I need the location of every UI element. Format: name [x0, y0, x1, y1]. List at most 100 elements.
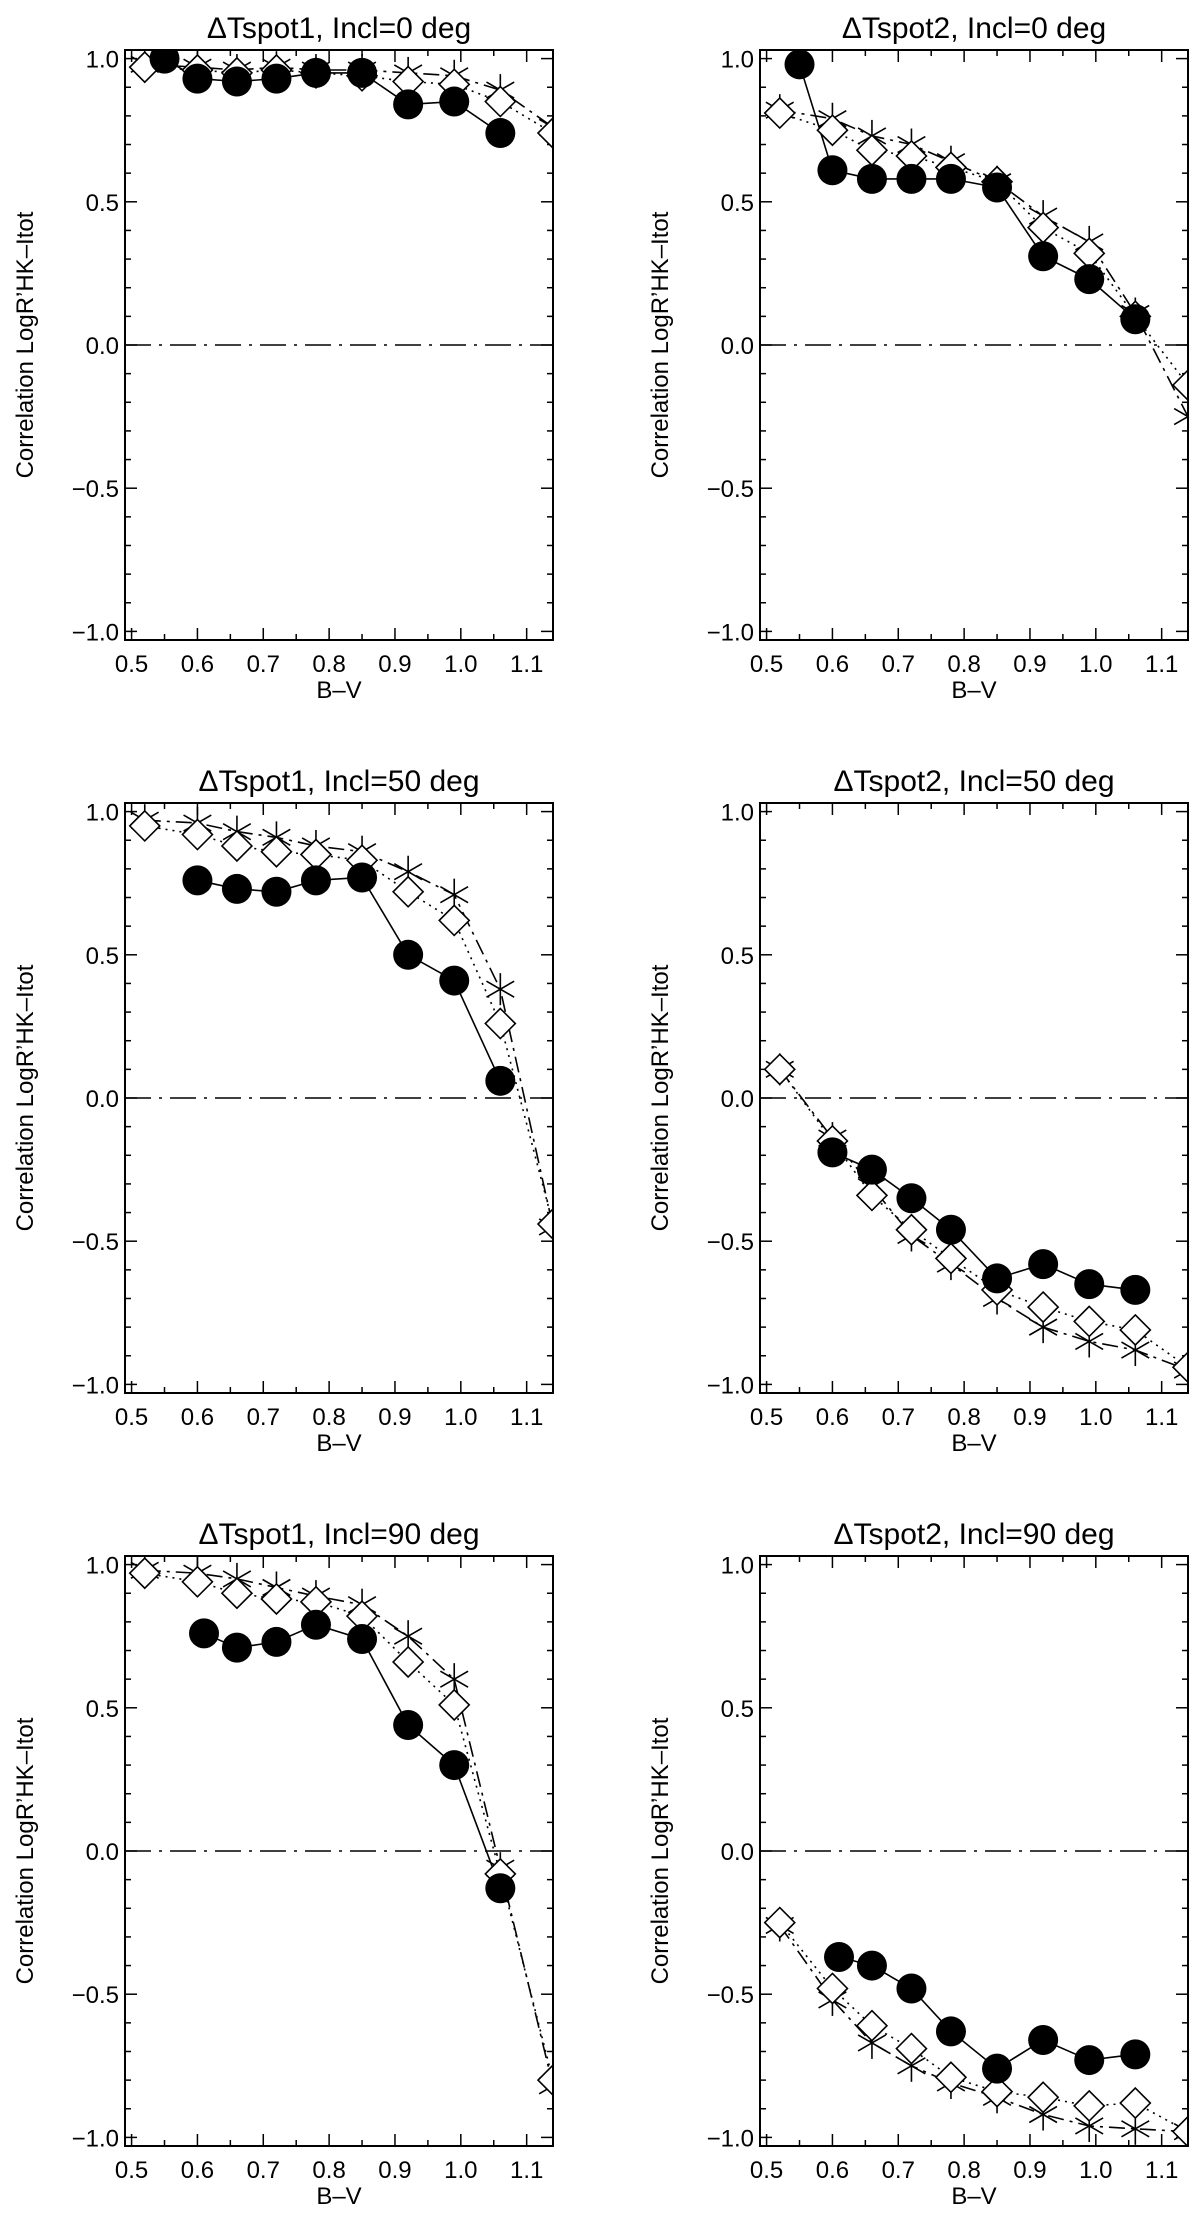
series-line-asterisk	[779, 1925, 1188, 2133]
data-point-circle	[896, 163, 927, 194]
data-point-circle	[393, 939, 424, 970]
x-axis-label: B–V	[316, 677, 361, 704]
x-tick-label: 0.9	[1013, 651, 1046, 678]
plot-data	[763, 50, 1188, 433]
data-point-circle	[817, 155, 848, 186]
data-point-diamond	[220, 829, 254, 863]
y-axis-label: Correlation LogR’HK–Itot	[12, 211, 39, 478]
y-tick-label: 0.0	[721, 333, 754, 360]
series-line-asterisk	[144, 63, 553, 128]
data-point-circle	[347, 862, 378, 893]
data-point-diamond	[934, 1242, 968, 1275]
chart-title: ΔTspot1, Incl=90 deg	[198, 1518, 479, 1551]
data-point-circle	[935, 2016, 966, 2047]
y-tick-label: 0.5	[86, 943, 119, 970]
data-point-circle	[485, 118, 516, 149]
series-line-asterisk	[779, 1068, 1188, 1371]
chart-title: ΔTspot1, Incl=0 deg	[207, 12, 471, 45]
data-point-diamond	[816, 114, 849, 147]
y-tick-label: −0.5	[707, 1982, 754, 2009]
data-point-circle	[1028, 2025, 1059, 2056]
data-point-diamond	[220, 1577, 254, 1610]
data-point-circle	[439, 86, 470, 117]
x-tick-label: 0.7	[882, 1404, 915, 1431]
data-point-circle	[182, 63, 213, 94]
y-tick-label: 0.0	[721, 1839, 754, 1866]
data-point-circle	[1028, 241, 1059, 272]
x-tick-label: 1.0	[444, 2157, 477, 2184]
data-point-diamond	[855, 134, 889, 167]
y-tick-label: 0.5	[86, 190, 119, 217]
plot-data	[128, 50, 553, 150]
data-point-circle	[261, 63, 292, 94]
data-point-circle	[1120, 304, 1151, 335]
y-axis-label: Correlation LogR’HK–Itot	[647, 1717, 674, 1984]
data-point-circle	[221, 873, 252, 904]
data-point-circle	[393, 89, 424, 120]
data-point-diamond	[128, 809, 161, 843]
data-point-circle	[1074, 1269, 1105, 1300]
x-tick-label: 0.6	[181, 2157, 214, 2184]
data-point-circle	[300, 1609, 331, 1640]
data-point-diamond	[763, 96, 796, 130]
series-line-asterisk	[144, 819, 553, 1228]
x-tick-label: 0.9	[378, 651, 411, 678]
data-point-diamond	[181, 1565, 214, 1598]
data-point-circle	[982, 1263, 1013, 1294]
x-tick-label: 0.7	[882, 651, 915, 678]
x-axis-label: B–V	[316, 2183, 361, 2210]
x-tick-label: 0.7	[247, 651, 280, 678]
data-point-circle	[935, 163, 966, 194]
y-tick-label: 0.0	[86, 333, 119, 360]
x-tick-label: 1.0	[1079, 1404, 1112, 1431]
y-tick-label: −1.0	[707, 2125, 754, 2152]
data-point-diamond	[484, 85, 517, 118]
x-tick-label: 0.5	[115, 651, 148, 678]
data-point-diamond	[536, 116, 553, 150]
data-point-diamond	[1171, 1351, 1188, 1384]
x-tick-label: 1.0	[1079, 651, 1112, 678]
x-tick-label: 0.8	[312, 2157, 345, 2184]
x-axis-label: B–V	[951, 677, 996, 704]
chart-title: ΔTspot2, Incl=0 deg	[842, 12, 1106, 45]
y-tick-label: 1.0	[86, 1553, 119, 1580]
y-axis-label: Correlation LogR’HK–Itot	[647, 964, 674, 1231]
data-point-circle	[1120, 1274, 1151, 1305]
plot-data	[128, 1556, 553, 2102]
x-tick-label: 0.5	[115, 1404, 148, 1431]
data-point-circle	[300, 865, 331, 896]
x-axis-label: B–V	[951, 1430, 996, 1457]
data-point-circle	[439, 965, 470, 996]
data-point-circle	[896, 1973, 927, 2004]
y-axis-label: Correlation LogR’HK–Itot	[12, 1717, 39, 1984]
data-point-circle	[221, 1632, 252, 1663]
data-point-circle	[982, 2053, 1013, 2084]
data-point-circle	[189, 1618, 220, 1649]
data-point-circle	[856, 163, 887, 194]
data-point-circle	[784, 50, 815, 80]
data-point-circle	[896, 1183, 927, 1214]
data-point-asterisk	[1173, 400, 1188, 433]
plot-data	[763, 1906, 1188, 2146]
x-tick-label: 1.0	[444, 651, 477, 678]
y-axis-label: Correlation LogR’HK–Itot	[647, 211, 674, 478]
data-point-diamond	[484, 1007, 517, 1040]
chart-panel-5: ΔTspot1, Incl=90 deg 0.5 0.6 0.7 0.8 0.9 1.0 1.…	[12, 1518, 554, 2210]
y-tick-label: 0.0	[86, 1839, 119, 1866]
x-tick-label: 0.8	[947, 651, 980, 678]
data-point-circle	[856, 1154, 887, 1185]
x-tick-label: 0.6	[181, 1404, 214, 1431]
chart-panel-4: ΔTspot2, Incl=50 deg 0.5 0.6 0.7 0.8 0.9 1.0 1.…	[647, 765, 1189, 1457]
y-tick-label: 1.0	[721, 1553, 754, 1580]
plot-frame	[124, 1555, 554, 2147]
x-tick-label: 0.5	[115, 2157, 148, 2184]
data-point-diamond	[763, 1906, 796, 1939]
data-point-diamond	[934, 2061, 968, 2094]
data-point-circle	[182, 865, 213, 896]
data-point-diamond	[438, 904, 471, 937]
y-tick-label: −0.5	[72, 1982, 119, 2009]
y-axis-label: Correlation LogR’HK–Itot	[12, 964, 39, 1231]
data-point-diamond	[1073, 1305, 1106, 1338]
x-tick-label: 0.9	[378, 1404, 411, 1431]
